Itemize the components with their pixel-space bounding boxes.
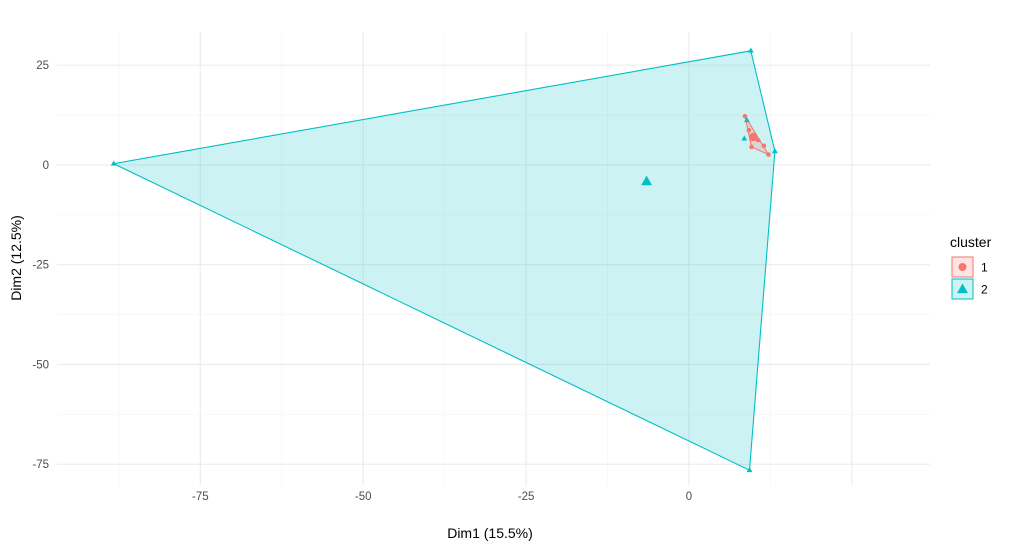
y-axis-title: Dim2 (12.5%)	[8, 215, 24, 301]
x-tick-label: -50	[355, 491, 372, 503]
cluster-1-point	[761, 143, 767, 149]
y-tick-label: -25	[32, 260, 49, 272]
x-tick-label: 0	[686, 491, 692, 503]
y-tick-label: -50	[32, 359, 49, 371]
cluster-1-point	[742, 113, 748, 119]
y-tick-label: -75	[32, 459, 49, 471]
legend: cluster 1 2	[950, 234, 992, 300]
cluster-2-point	[747, 47, 754, 53]
cluster-2-point	[110, 160, 117, 166]
axis-ticks: -75 -50 -25 0 25 0 -25 -50 -75	[32, 60, 692, 503]
y-tick-label: 0	[43, 160, 49, 172]
cluster-2-point	[741, 135, 748, 141]
x-tick-label: -75	[192, 491, 209, 503]
cluster-2-point	[746, 467, 753, 473]
cluster-hull-2	[111, 50, 776, 472]
cluster-1-point	[746, 127, 752, 133]
legend-symbol-2	[957, 283, 968, 294]
cluster-1-point	[766, 152, 771, 157]
legend-label-1: 1	[981, 261, 988, 275]
x-axis-title: Dim1 (15.5%)	[447, 525, 533, 541]
legend-title: cluster	[950, 234, 992, 250]
grid-lines	[57, 32, 930, 485]
legend-symbol-1	[958, 263, 967, 271]
data-points	[110, 47, 778, 473]
legend-label-2: 2	[981, 283, 988, 297]
y-tick-label: 25	[36, 60, 49, 72]
x-tick-label: -25	[518, 491, 535, 503]
cluster-2-point	[772, 148, 778, 154]
cluster-hulls	[111, 50, 776, 472]
cluster-1-point	[749, 144, 754, 150]
cluster-2-centroid	[641, 175, 653, 186]
cluster-1-centroid	[749, 132, 758, 142]
cluster-2-point	[744, 117, 750, 123]
